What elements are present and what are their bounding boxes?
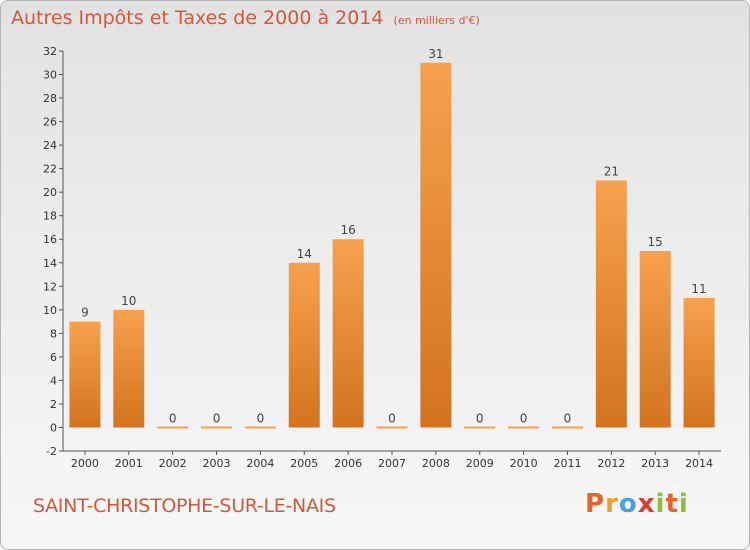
- logo-letter: i: [655, 489, 666, 519]
- x-tick-label: 2012: [597, 457, 625, 470]
- x-tick-label: 2003: [203, 457, 231, 470]
- commune-name: SAINT-CHRISTOPHE-SUR-LE-NAIS: [33, 495, 336, 517]
- data-label: 0: [476, 411, 484, 425]
- y-tick-label: 6: [50, 351, 57, 364]
- data-label: 11: [691, 282, 706, 296]
- x-tick-label: 2005: [290, 457, 318, 470]
- data-label: 0: [388, 411, 396, 425]
- x-tick-label: 2009: [466, 457, 494, 470]
- y-tick-label: 20: [43, 186, 57, 199]
- data-label: 0: [257, 411, 265, 425]
- data-label: 0: [213, 411, 221, 425]
- bar: [508, 426, 540, 429]
- data-label: 15: [648, 235, 663, 249]
- data-label: 21: [604, 164, 619, 178]
- bar: [69, 321, 101, 428]
- x-tick-label: 2002: [159, 457, 187, 470]
- bar: [639, 251, 671, 428]
- chart-title-text: Autres Impôts et Taxes de 2000 à 2014: [11, 7, 384, 29]
- logo-letter: P: [585, 489, 606, 519]
- data-label: 16: [340, 223, 355, 237]
- data-label: 31: [428, 47, 443, 61]
- bar: [551, 426, 583, 429]
- data-label: 0: [564, 411, 572, 425]
- logo-letter: r: [605, 489, 619, 519]
- chart-subtitle: (en milliers d'€): [393, 14, 480, 27]
- y-tick-label: 14: [43, 257, 57, 270]
- y-tick-label: 0: [50, 421, 57, 434]
- bar: [332, 239, 364, 428]
- logo-letter: t: [665, 489, 679, 519]
- y-tick-label: 32: [43, 45, 57, 58]
- bar: [157, 426, 189, 429]
- bar: [595, 180, 627, 428]
- bar: [288, 262, 320, 428]
- data-label: 10: [121, 294, 136, 308]
- bar: [201, 426, 233, 429]
- y-tick-label: 4: [50, 374, 57, 387]
- x-tick-label: 2008: [422, 457, 450, 470]
- bar: [113, 309, 145, 428]
- logo-letter: x: [637, 489, 656, 519]
- y-tick-label: 16: [43, 233, 57, 246]
- x-tick-label: 2000: [71, 457, 99, 470]
- y-tick-label: 26: [43, 116, 57, 129]
- x-tick-label: 2010: [510, 457, 538, 470]
- bar: [683, 298, 715, 428]
- x-tick-label: 2013: [641, 457, 669, 470]
- y-tick-label: 28: [43, 92, 57, 105]
- y-tick-label: 22: [43, 163, 57, 176]
- logo-letter: i: [678, 489, 689, 519]
- y-tick-label: 8: [50, 327, 57, 340]
- data-label: 0: [169, 411, 177, 425]
- y-tick-label: 24: [43, 139, 57, 152]
- proxiti-logo: Proxiti: [585, 489, 689, 519]
- x-tick-label: 2014: [685, 457, 713, 470]
- x-tick-label: 2001: [115, 457, 143, 470]
- y-tick-label: 10: [43, 304, 57, 317]
- y-tick-label: 30: [43, 69, 57, 82]
- bar: [376, 426, 408, 429]
- data-label: 14: [297, 247, 312, 261]
- data-label: 9: [81, 306, 89, 320]
- y-tick-label: 18: [43, 210, 57, 223]
- x-tick-label: 2006: [334, 457, 362, 470]
- x-tick-label: 2004: [246, 457, 274, 470]
- bar: [464, 426, 496, 429]
- y-tick-label: -2: [46, 445, 57, 458]
- data-label: 0: [520, 411, 528, 425]
- y-tick-label: 12: [43, 280, 57, 293]
- x-tick-label: 2011: [553, 457, 581, 470]
- x-tick-label: 2007: [378, 457, 406, 470]
- y-tick-label: 2: [50, 398, 57, 411]
- bar: [244, 426, 276, 429]
- chart-title: Autres Impôts et Taxes de 2000 à 2014 (e…: [11, 7, 480, 29]
- logo-letter: o: [618, 489, 638, 519]
- bar: [420, 62, 452, 428]
